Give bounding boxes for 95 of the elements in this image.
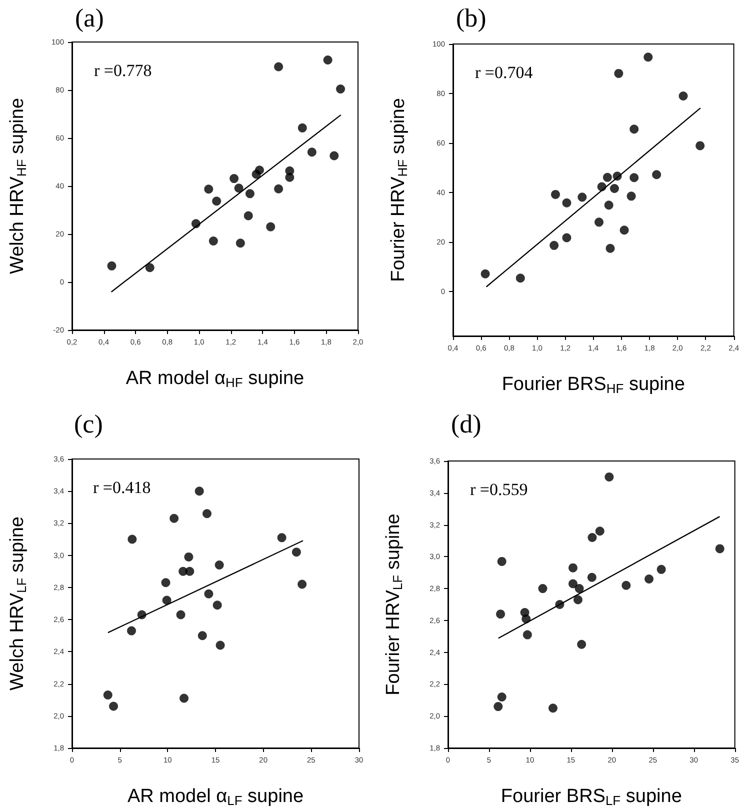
point [145, 263, 154, 272]
point [184, 552, 194, 562]
point [292, 548, 301, 557]
point [170, 514, 179, 523]
point [185, 566, 194, 576]
point [644, 52, 653, 62]
point [202, 509, 212, 518]
point [594, 218, 604, 227]
point [194, 486, 204, 496]
point [285, 172, 294, 182]
y-axis-title: Welch HRVHF supine [7, 98, 29, 274]
annotation: r =0.704 [475, 63, 534, 82]
point [522, 630, 532, 640]
point [573, 595, 582, 604]
annotation: r =0.559 [470, 480, 528, 499]
point [604, 472, 614, 482]
point [198, 631, 207, 640]
point [127, 626, 136, 636]
point [162, 596, 172, 605]
point [245, 189, 254, 198]
point [180, 694, 189, 703]
point [214, 560, 224, 570]
point [595, 526, 604, 536]
point [244, 211, 253, 220]
point [274, 62, 284, 72]
point [522, 614, 531, 624]
point [548, 704, 558, 713]
point [562, 198, 572, 208]
point [516, 274, 525, 283]
point [588, 533, 597, 542]
point [298, 580, 307, 589]
point [622, 580, 631, 590]
point [107, 261, 116, 270]
point [562, 233, 572, 242]
point [606, 244, 615, 253]
point [277, 533, 286, 542]
chart-title: (d) [451, 410, 482, 438]
point [602, 172, 612, 182]
point [614, 68, 624, 78]
point [678, 91, 688, 100]
point [128, 534, 137, 544]
point [216, 640, 225, 650]
point [497, 692, 506, 702]
point [208, 236, 218, 246]
point [497, 556, 506, 566]
y-axis-title: Fourier HRVHF supine [388, 98, 410, 282]
point [620, 226, 629, 235]
point [630, 124, 639, 134]
point [480, 269, 490, 278]
point [577, 640, 586, 649]
point [494, 702, 503, 712]
point [307, 148, 316, 157]
point [176, 610, 186, 620]
chart-title: (b) [456, 4, 486, 32]
point [496, 610, 506, 619]
point [630, 173, 639, 182]
point [236, 238, 245, 248]
point [234, 184, 244, 193]
point [330, 151, 339, 160]
annotation: r =0.418 [93, 478, 151, 497]
point [103, 690, 112, 700]
point [298, 123, 307, 132]
point [574, 584, 584, 594]
point [587, 572, 596, 582]
point [274, 184, 284, 194]
point [212, 600, 222, 610]
point [578, 192, 587, 202]
point [604, 200, 614, 210]
point [715, 544, 724, 554]
point [652, 170, 662, 180]
point [568, 579, 578, 588]
point [696, 141, 705, 150]
point [538, 584, 548, 594]
point [255, 166, 264, 175]
point [323, 56, 332, 64]
point [568, 563, 578, 572]
point [336, 84, 346, 94]
point [204, 184, 214, 194]
point [550, 190, 560, 199]
chart-title: (a) [75, 4, 104, 32]
point [550, 240, 559, 250]
y-axis-title: Welch HRVLF supine [7, 516, 29, 690]
point [656, 564, 666, 574]
point [644, 574, 654, 584]
point [161, 578, 170, 588]
point [230, 174, 239, 184]
point [212, 196, 222, 206]
point [610, 184, 619, 194]
chart-title: (c) [74, 410, 103, 438]
y-axis-title: Fourier HRVLF supine [383, 514, 405, 696]
point [266, 222, 276, 232]
point [626, 192, 636, 201]
point [204, 589, 214, 598]
annotation: r =0.778 [94, 61, 152, 80]
point [109, 702, 118, 711]
